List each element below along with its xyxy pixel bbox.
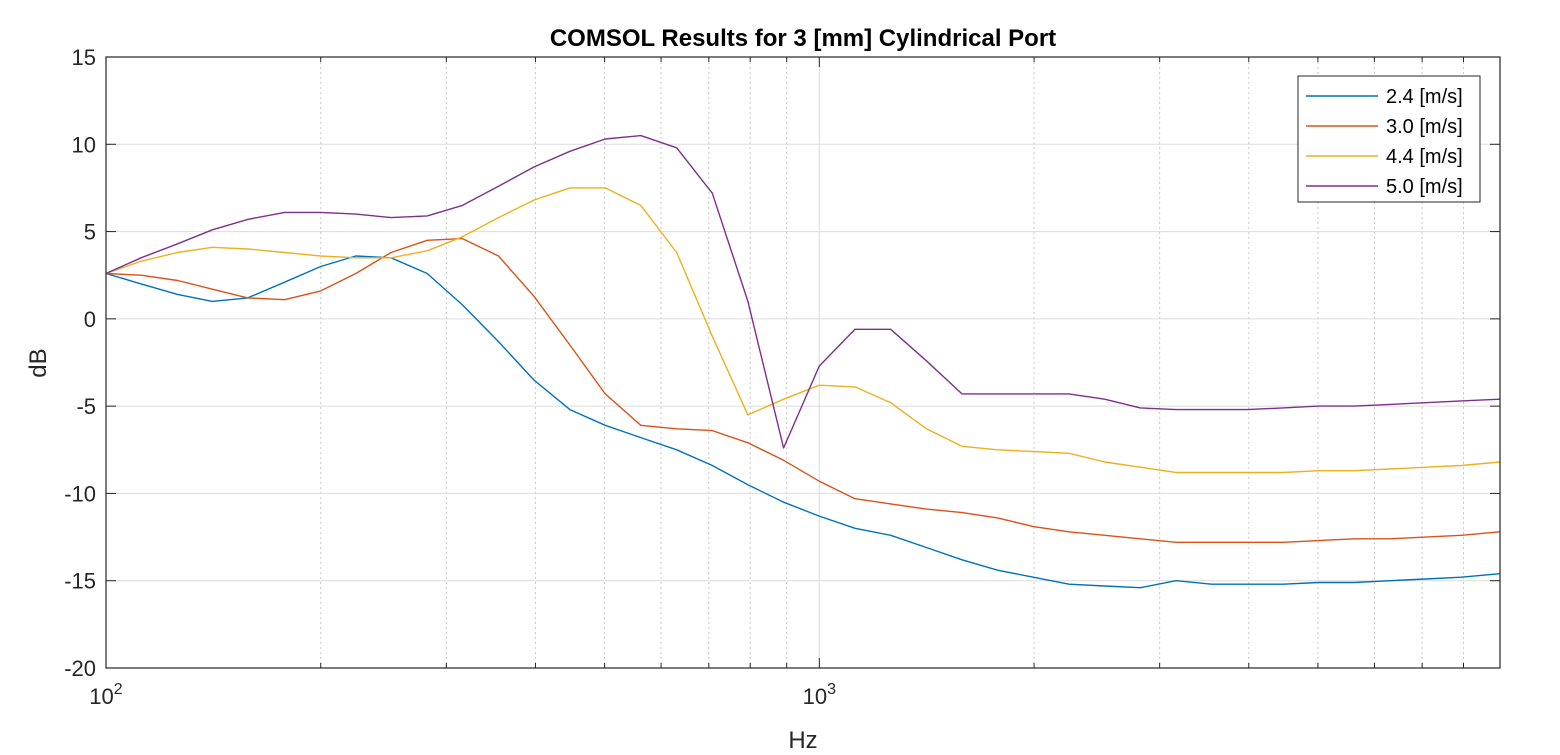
y-tick-label: 15 bbox=[72, 45, 96, 70]
legend-label-2: 3.0 [m/s] bbox=[1386, 116, 1463, 138]
y-tick-labels: 15 10 5 0 -5 -10 -15 -20 bbox=[64, 45, 96, 681]
chart-title: COMSOL Results for 3 [mm] Cylindrical Po… bbox=[550, 25, 1056, 52]
legend-label-1: 2.4 [m/s] bbox=[1386, 86, 1463, 108]
major-gridlines bbox=[105, 57, 1500, 668]
legend: 2.4 [m/s] 3.0 [m/s] 4.4 [m/s] 5.0 [m/s] bbox=[1297, 75, 1481, 203]
legend-box bbox=[1297, 75, 1481, 203]
y-tick-label: -10 bbox=[64, 481, 96, 506]
y-tick-label: -5 bbox=[76, 394, 96, 419]
y-tick-label: -20 bbox=[64, 656, 96, 681]
y-tick-label: 0 bbox=[84, 307, 96, 332]
series-line-3 bbox=[105, 187, 1501, 474]
series-line-1 bbox=[105, 255, 1501, 589]
legend-label-3: 4.4 [m/s] bbox=[1386, 146, 1463, 168]
series-line-2 bbox=[105, 237, 1501, 543]
x-axis-title: Hz bbox=[788, 727, 817, 754]
y-tick-label: -15 bbox=[64, 569, 96, 594]
series-line-4 bbox=[105, 134, 1501, 449]
series-layer bbox=[105, 134, 1501, 589]
axis-ticks bbox=[105, 56, 1500, 669]
plot-area-border bbox=[105, 56, 1501, 669]
x-tick-label: 103 bbox=[803, 681, 836, 709]
x-tick-labels: 102 103 bbox=[89, 681, 836, 709]
legend-label-4: 5.0 [m/s] bbox=[1386, 176, 1463, 198]
x-tick-label: 102 bbox=[89, 681, 122, 709]
y-axis-title: dB bbox=[25, 348, 52, 377]
y-tick-label: 5 bbox=[84, 220, 96, 245]
minor-gridlines bbox=[320, 57, 1465, 668]
y-tick-label: 10 bbox=[72, 132, 96, 157]
